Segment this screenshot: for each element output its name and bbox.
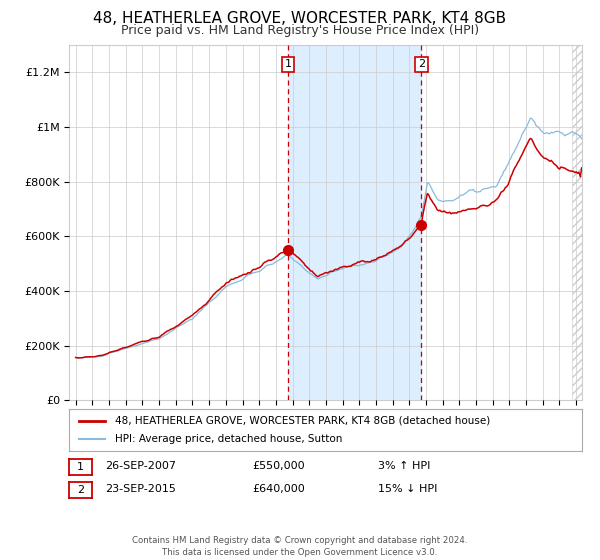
Text: 2: 2: [418, 59, 425, 69]
Text: 1: 1: [285, 59, 292, 69]
Text: 3% ↑ HPI: 3% ↑ HPI: [378, 461, 430, 471]
Text: 48, HEATHERLEA GROVE, WORCESTER PARK, KT4 8GB (detached house): 48, HEATHERLEA GROVE, WORCESTER PARK, KT…: [115, 416, 490, 426]
Text: HPI: Average price, detached house, Sutton: HPI: Average price, detached house, Sutt…: [115, 434, 343, 444]
Text: 48, HEATHERLEA GROVE, WORCESTER PARK, KT4 8GB: 48, HEATHERLEA GROVE, WORCESTER PARK, KT…: [94, 11, 506, 26]
Text: 23-SEP-2015: 23-SEP-2015: [105, 484, 176, 494]
Text: Contains HM Land Registry data © Crown copyright and database right 2024.
This d: Contains HM Land Registry data © Crown c…: [132, 536, 468, 557]
Bar: [288, 45, 421, 400]
Text: Price paid vs. HM Land Registry's House Price Index (HPI): Price paid vs. HM Land Registry's House …: [121, 24, 479, 36]
Text: 15% ↓ HPI: 15% ↓ HPI: [378, 484, 437, 494]
Text: £550,000: £550,000: [252, 461, 305, 471]
Text: £640,000: £640,000: [252, 484, 305, 494]
Text: 26-SEP-2007: 26-SEP-2007: [105, 461, 176, 471]
Text: 2: 2: [77, 485, 84, 495]
Text: 1: 1: [77, 462, 84, 472]
